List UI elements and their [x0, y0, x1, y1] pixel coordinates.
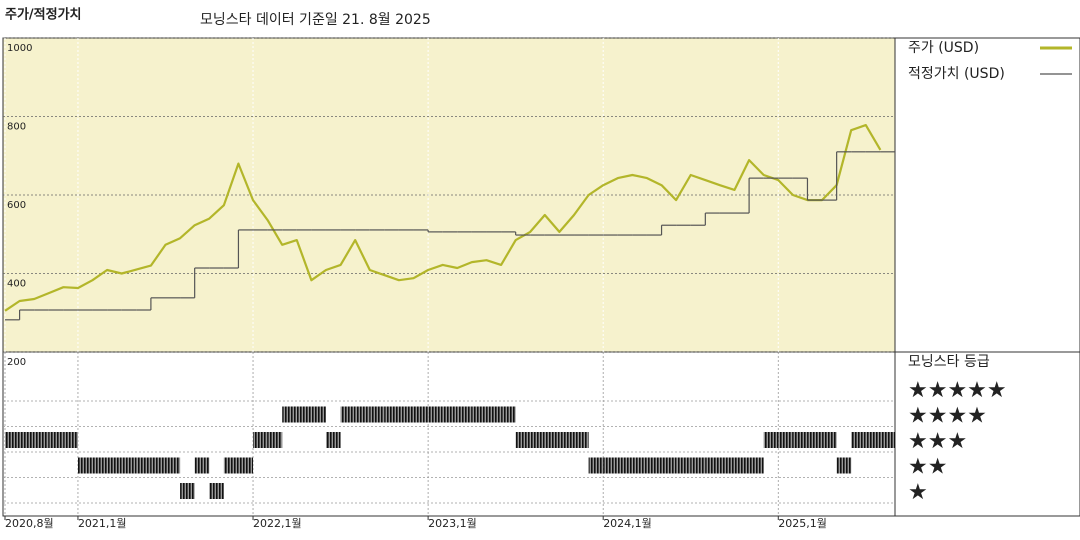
rating-bar — [413, 406, 429, 423]
rating-bar — [384, 406, 399, 423]
rating-bar — [180, 483, 195, 499]
rating-bar — [559, 432, 575, 448]
rating-bar — [471, 406, 487, 423]
x-tick-label: 2025,1월 — [778, 517, 827, 530]
rating-bar — [501, 406, 516, 423]
chart-subtitle: 모닝스타 데이터 기준일 21. 8월 2025 — [200, 12, 431, 28]
rating-label: ★★ — [908, 455, 947, 480]
rating-label: ★★★★★ — [908, 378, 1007, 403]
rating-bar — [676, 457, 691, 474]
rating-bar — [690, 457, 706, 474]
rating-bar — [223, 457, 239, 474]
rating-bar — [822, 432, 837, 448]
rating-bar — [763, 432, 779, 448]
rating-bar — [77, 457, 93, 474]
rating-bar — [661, 457, 677, 474]
rating-bar — [705, 457, 720, 474]
rating-bar — [836, 457, 852, 474]
rating-bar — [617, 457, 633, 474]
rating-label: ★★★ — [908, 429, 967, 454]
marks — [4, 124, 895, 499]
frame — [2, 37, 1080, 517]
rating-bar — [398, 406, 414, 423]
rating-bar — [865, 432, 881, 448]
rating-bar — [63, 432, 78, 448]
rating-bar — [588, 457, 604, 474]
legend-label: 주가 (USD) — [908, 40, 979, 56]
rating-bar — [136, 457, 151, 474]
rating-bar — [340, 406, 356, 423]
rating-bar — [778, 432, 793, 448]
rating-bar — [515, 432, 531, 448]
rating-bar — [428, 406, 443, 423]
rating-bar — [121, 457, 137, 474]
y-tick-label: 600 — [7, 200, 26, 211]
rating-bar — [267, 432, 283, 448]
rating-bar — [296, 406, 312, 423]
rating-bar — [194, 457, 210, 474]
rating-bar — [48, 432, 64, 448]
rating-bar — [574, 432, 589, 448]
rating-bar — [19, 432, 35, 448]
rating-bar — [486, 406, 502, 423]
rating-bar — [325, 432, 341, 448]
rating-bar — [442, 406, 458, 423]
rating-bar — [632, 457, 647, 474]
y-tick-label: 400 — [7, 279, 26, 290]
rating-bar — [107, 457, 122, 474]
legend-label: 적정가치 (USD) — [908, 66, 1005, 82]
rating-bar — [369, 406, 385, 423]
rating-bar — [150, 457, 166, 474]
rating-bar — [851, 432, 866, 448]
rating-bar — [238, 457, 254, 474]
y-tick-label: 800 — [7, 122, 26, 133]
x-tick-label: 2020,8월 — [5, 517, 54, 530]
rating-bar — [646, 457, 662, 474]
x-tick-label: 2023,1월 — [428, 517, 477, 530]
rating-bar — [355, 406, 370, 423]
rating-bar — [792, 432, 808, 448]
rating-bar — [807, 432, 823, 448]
rating-bar — [209, 483, 224, 499]
rating-bar — [719, 457, 735, 474]
rating-bar — [530, 432, 545, 448]
x-tick-label: 2022,1월 — [253, 517, 302, 530]
rating-label: ★★★★ — [908, 404, 987, 429]
rating-bar — [34, 432, 49, 448]
rating-bar — [603, 457, 618, 474]
rating-bar — [92, 457, 108, 474]
y-tick-label: 200 — [7, 357, 26, 368]
rating-bar — [544, 432, 560, 448]
rating-label: ★ — [908, 480, 928, 505]
x-tick-label: 2024,1월 — [603, 517, 652, 530]
rating-title: 모닝스타 등급 — [908, 354, 990, 370]
x-tick-label: 2021,1월 — [78, 517, 127, 530]
chart-title: 주가/적정가치 — [5, 7, 82, 23]
labels: 200 400 600 800 1000 2020,8월 2021,1월 2022,1월 202… — [4, 40, 1072, 530]
rating-bar — [311, 406, 326, 423]
rating-bar — [5, 432, 20, 448]
rating-bar — [165, 457, 181, 474]
rating-bar — [282, 406, 297, 423]
price-line — [4, 124, 882, 312]
rating-bar — [880, 432, 895, 448]
y-tick-label: 1000 — [7, 43, 32, 54]
rating-bar — [253, 432, 268, 448]
rating-bar — [457, 406, 472, 423]
rating-bar — [734, 457, 750, 474]
rating-bar — [749, 457, 764, 474]
